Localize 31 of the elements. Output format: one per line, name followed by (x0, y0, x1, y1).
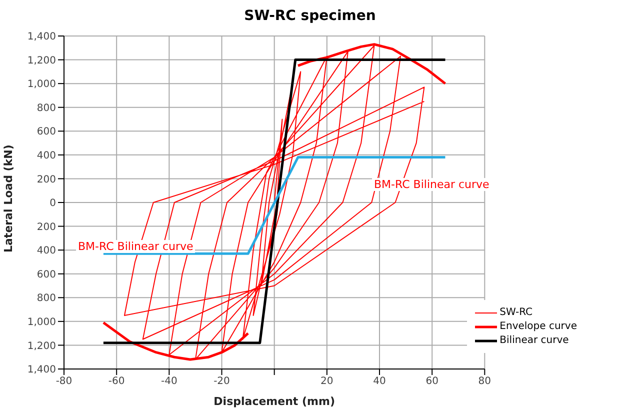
y-tick-label: 200 (36, 174, 56, 186)
y-tick-label: 1,400 (27, 364, 56, 376)
legend-label: Bilinear curve (500, 335, 569, 346)
annotation: BM-RC Bilinear curve (76, 240, 196, 253)
x-tick-label: 20 (320, 376, 334, 388)
y-axis-title: Lateral Load (kN) (2, 144, 15, 252)
y-tick-label: 400 (36, 246, 56, 257)
y-tick-label: 1,400 (27, 32, 56, 43)
x-tick-label: 80 (478, 376, 492, 388)
y-tick-label: 1,200 (27, 340, 56, 352)
annotation: BM-RC Bilinear curve (372, 178, 492, 191)
y-tick-label: 600 (36, 126, 56, 138)
y-tick-label: 0 (50, 198, 56, 210)
x-tick-label: -40 (160, 376, 178, 388)
x-tick-label: 40 (373, 376, 386, 388)
x-tick-label: 60 (426, 376, 438, 388)
y-tick-label: 800 (36, 102, 56, 114)
y-tick-label: 800 (36, 293, 56, 304)
chart-title: SW-RC specimen (243, 8, 377, 26)
legend-label: SW-RC (500, 307, 533, 318)
y-tick-label: 1,000 (27, 316, 56, 328)
y-tick-label: 200 (36, 222, 56, 233)
y-tick-label: 400 (36, 150, 56, 162)
x-tick-label: -80 (56, 376, 72, 388)
legend-label: Envelope curve (500, 321, 577, 332)
x-tick-label: -60 (108, 376, 125, 388)
y-tick-label: 1,200 (27, 55, 56, 66)
y-tick-label: 1,000 (27, 79, 56, 90)
x-axis-title: Displacement (mm) (214, 395, 335, 408)
y-tick-label: 600 (36, 269, 56, 280)
x-tick-label: -20 (214, 376, 230, 388)
